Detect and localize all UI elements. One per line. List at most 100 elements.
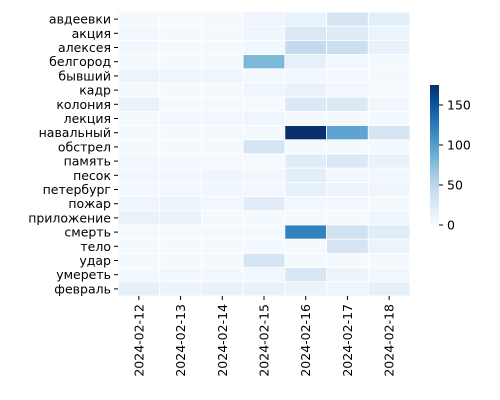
heatmap-cell [201,153,244,169]
heatmap-cell [326,153,369,169]
heatmap-cell [201,238,244,254]
heatmap-cell [201,125,244,141]
heatmap-cell [117,125,161,141]
y-tick-label: обстрел [58,139,111,154]
heatmap-cell [201,96,244,112]
heatmap-cell [367,54,411,70]
heatmap-cell [284,267,327,283]
heatmap-cell [284,167,327,183]
heatmap-cell [326,281,369,297]
heatmap-cell [284,252,327,268]
heatmap-cell [367,125,411,141]
y-tick-label: петербург [43,182,111,197]
heatmap-cell [117,25,161,41]
heatmap-cell [326,54,369,70]
heatmap-cell [159,252,202,268]
colorbar-gradient [430,85,439,225]
heatmap-cell [242,281,286,297]
heatmap-cell [326,68,369,84]
y-tick-label: приложение [28,210,111,225]
heatmap-cell [284,68,327,84]
heatmap-cell [326,224,369,240]
heatmap-cell [284,40,327,56]
heatmap-cell [159,281,202,297]
heatmap-cell [284,139,327,155]
y-tick-label: февраль [54,281,111,296]
heatmap-cell [201,181,244,197]
y-tick-label: авдеевки [49,12,111,27]
heatmap-cell [159,125,202,141]
heatmap-cell [242,111,286,127]
heatmap-cell [159,238,202,254]
heatmap-cell [326,238,369,254]
heatmap-cell [284,196,327,212]
heatmap-cell [367,96,411,112]
y-tick-label: бывший [58,68,111,83]
y-tick-label: смерть [64,225,111,240]
y-tick-label: тело [80,239,111,254]
heatmap-cell [284,111,327,127]
heatmap-cell [117,40,161,56]
heatmap-cell [117,238,161,254]
x-tick-label: 2024-02-12 [131,304,146,377]
heatmap-cell [284,238,327,254]
heatmap-cell [367,267,411,283]
heatmap-cell [117,139,161,155]
heatmap-cell [326,139,369,155]
heatmap-cell [326,181,369,197]
heatmap-cell [326,96,369,112]
heatmap-cell [367,153,411,169]
heatmap-cell [284,82,327,98]
heatmap-cell [284,281,327,297]
heatmap-cell [367,210,411,226]
heatmap-cell [242,54,286,70]
heatmap-cell [284,54,327,70]
heatmap-cell [367,224,411,240]
x-tick-label: 2024-02-13 [173,304,188,377]
heatmap-cell [284,25,327,41]
y-tick-label: алексея [58,40,111,55]
heatmap-cell [201,252,244,268]
heatmap-cell [159,11,202,27]
y-tick-label: умереть [56,267,111,282]
heatmap-cell [242,139,286,155]
heatmap-cell [242,181,286,197]
heatmap-cell [201,25,244,41]
heatmap-cell [367,11,411,27]
heatmap-cell [242,82,286,98]
heatmap-cell [159,54,202,70]
heatmap-cell [242,96,286,112]
heatmap-cell [367,281,411,297]
y-tick-label: удар [79,253,111,268]
heatmap-cell [242,267,286,283]
heatmap-cell [117,68,161,84]
heatmap-cell [201,224,244,240]
heatmap-cell [117,153,161,169]
heatmap-cell [117,167,161,183]
heatmap-cell [201,210,244,226]
heatmap-cell [242,196,286,212]
heatmap-cell [201,196,244,212]
heatmap-cell [117,196,161,212]
heatmap-cell [284,224,327,240]
heatmap-cell [326,267,369,283]
heatmap-cell [326,196,369,212]
y-tick-label: лекция [64,111,111,126]
heatmap-cell [242,40,286,56]
heatmap-cell [367,40,411,56]
heatmap-cell [326,82,369,98]
heatmap-cell [159,82,202,98]
heatmap-cell [117,252,161,268]
heatmap-cell [326,11,369,27]
heatmap-cell [201,40,244,56]
heatmap-cell [326,167,369,183]
heatmap-cell [242,125,286,141]
heatmap-cell [159,267,202,283]
heatmap-cell [201,111,244,127]
heatmap-cell [284,96,327,112]
heatmap-cell [159,96,202,112]
heatmap-cell [242,11,286,27]
heatmap-cell [117,281,161,297]
heatmap-cell [326,125,369,141]
